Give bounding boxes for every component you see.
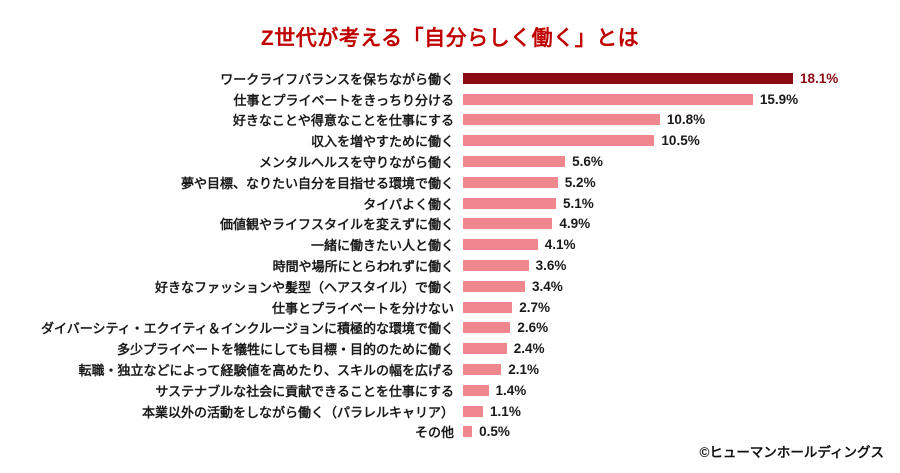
category-label: 価値観やライフスタイルを変えずに働く (219, 217, 454, 233)
bar-area: 15.9% (463, 92, 900, 107)
chart-row: 一緒に働きたい人と働く 4.1% (8, 234, 900, 255)
bar (463, 197, 556, 209)
bar-area: 5.6% (463, 154, 900, 169)
category-label: 好きなことや得意なことを仕事にする (232, 113, 454, 129)
chart-row: 好きなことや得意なことを仕事にする 10.8% (8, 110, 900, 131)
bar-area: 1.4% (463, 383, 900, 398)
chart-rows: ワークライフバランスを保ちながら働く 18.1% 仕事とプライベートをきっちり分ける… (8, 68, 900, 442)
category-label: その他 (414, 425, 454, 441)
bar-area: 2.4% (463, 341, 900, 356)
chart-row: 仕事とプライベートを分けない 2.7% (8, 297, 900, 318)
value-label: 1.1% (490, 403, 521, 419)
value-label: 5.2% (564, 174, 596, 190)
chart-row: 収入を増やすために働く 10.5% (8, 130, 900, 151)
bar-area: 5.2% (463, 175, 900, 190)
chart-title: Z世代が考える「自分らしく働く」とは (260, 27, 640, 50)
chart-row: ワークライフバランスを保ちながら働く 18.1% (8, 68, 900, 89)
value-label: 2.1% (508, 362, 540, 378)
chart-row: 本業以外の活動をしながら働く（パラレルキャリア） 1.1% (8, 401, 900, 422)
bar (463, 72, 793, 84)
value-label: 4.9% (559, 216, 591, 232)
value-label: 2.6% (517, 320, 549, 336)
bar-area: 2.1% (463, 362, 900, 377)
chart-row: 好きなファッションや髪型（ヘアスタイル）で働く 3.4% (8, 276, 900, 297)
bar-area: 18.1% (463, 71, 900, 86)
chart-row: メンタルヘルスを守りながら働く 5.6% (8, 151, 900, 172)
value-label: 18.1% (800, 70, 839, 86)
bar (463, 114, 660, 126)
chart-row: 転職・独立などによって経験値を高めたり、スキルの幅を広げる 2.1% (8, 359, 900, 380)
category-label: 多少プライベートを犠牲にしても目標・目的のために働く (117, 342, 454, 358)
category-label: ワークライフバランスを保ちながら働く (220, 71, 454, 87)
category-label: 収入を増やすために働く (310, 134, 454, 150)
category-label: 時間や場所にとらわれずに働く (272, 259, 454, 275)
value-label: 2.7% (519, 299, 550, 315)
category-label: 本業以外の活動をしながら働く（パラレルキャリア） (141, 404, 454, 420)
category-label: 夢や目標、なりたい自分を目指せる環境で働く (180, 175, 454, 191)
bar-area: 3.4% (463, 279, 900, 294)
bar (463, 322, 511, 334)
chart-row: 時間や場所にとらわれずに働く 3.6% (8, 255, 900, 276)
category-label: メンタルヘルスを守りながら働く (258, 155, 454, 171)
bar (463, 405, 484, 417)
bar-area: 5.1% (463, 196, 900, 211)
value-label: 5.6% (572, 154, 603, 170)
chart-row: サステナブルな社会に貢献できることを仕事にする 1.4% (8, 380, 900, 401)
value-label: 5.1% (562, 195, 594, 211)
category-label: 一緒に働きたい人と働く (310, 238, 454, 254)
category-label: 仕事とプライベートをきっちり分ける (233, 92, 454, 108)
bar-chart: ワークライフバランスを保ちながら働く 18.1% 仕事とプライベートをきっちり分ける… (0, 68, 900, 442)
bar (463, 176, 558, 188)
bar (463, 384, 489, 396)
value-label: 1.4% (495, 382, 527, 398)
bar-area: 2.7% (463, 300, 900, 315)
bar (463, 218, 553, 230)
bar (463, 156, 566, 168)
value-label: 0.5% (479, 424, 510, 440)
chart-row: ダイバーシティ・エクイティ＆インクルージョンに積極的な環境で働く 2.6% (8, 318, 900, 339)
bar (463, 426, 473, 438)
copyright-text: ©ヒューマンホールディングス (699, 445, 884, 460)
bar (463, 364, 502, 376)
bar-area: 4.9% (463, 216, 900, 231)
category-label: 転職・独立などによって経験値を高めたり、スキルの幅を広げる (78, 363, 454, 379)
bar (463, 260, 529, 272)
value-label: 4.1% (544, 237, 576, 253)
value-label: 2.4% (513, 341, 545, 357)
value-label: 3.6% (535, 258, 567, 274)
category-label: サステナブルな社会に貢献できることを仕事にする (155, 383, 454, 399)
chart-row: 夢や目標、なりたい自分を目指せる環境で働く 5.2% (8, 172, 900, 193)
bar (463, 93, 753, 105)
value-label: 15.9% (759, 91, 799, 107)
bar (463, 343, 507, 355)
chart-row: その他 0.5% (8, 422, 900, 443)
chart-row: 価値観やライフスタイルを変えずに働く 4.9% (8, 214, 900, 235)
bar-area: 10.5% (463, 133, 900, 148)
bar (463, 135, 655, 147)
category-label: 好きなファッションや髪型（ヘアスタイル）で働く (154, 279, 454, 295)
category-label: タイパよく働く (363, 196, 454, 212)
chart-row: 仕事とプライベートをきっちり分ける 15.9% (8, 89, 900, 110)
bar (463, 301, 513, 313)
bar-area: 10.8% (463, 112, 900, 127)
bar (463, 239, 538, 251)
value-label: 3.4% (531, 278, 563, 294)
chart-row: タイパよく働く 5.1% (8, 193, 900, 214)
category-label: 仕事とプライベートを分けない (271, 300, 454, 316)
bar-area: 4.1% (463, 237, 900, 252)
bar-area: 0.5% (463, 424, 900, 439)
bar-area: 1.1% (463, 404, 900, 419)
chart-row: 多少プライベートを犠牲にしても目標・目的のために働く 2.4% (8, 338, 900, 359)
bar-area: 2.6% (463, 320, 900, 335)
value-label: 10.8% (666, 112, 706, 128)
category-label: ダイバーシティ・エクイティ＆インクルージョンに積極的な環境で働く (40, 321, 454, 337)
bar (463, 280, 525, 292)
value-label: 10.5% (661, 133, 700, 149)
bar-area: 3.6% (463, 258, 900, 273)
